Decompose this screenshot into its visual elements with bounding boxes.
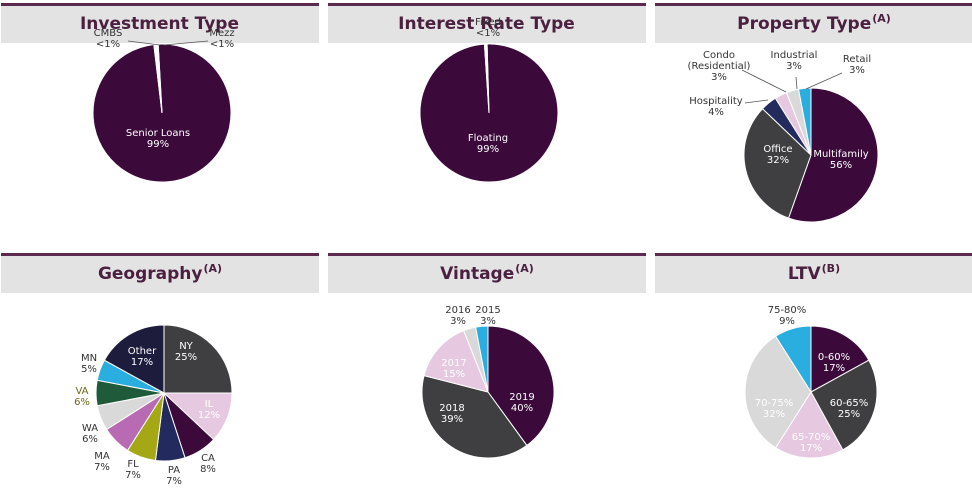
leader-line-condo-residential [741,69,787,93]
slice-label-il: IL 12% [198,399,220,421]
slice-label-60-65: 60-65% 25% [830,398,869,420]
pie-slice-other [103,324,165,394]
leader-line-hospitality [744,99,769,104]
pie-chart-interest-rate-type: Floating 99% Fixed <1% [419,17,559,183]
pie-slice-0-60 [810,325,870,393]
slice-label-2016: 2016 3% [445,305,470,327]
leader-line-industrial [795,76,798,90]
slice-label-ca: CA 8% [200,453,216,475]
slice-label-2019: 2019 40% [509,392,534,414]
pie-chart-vintage: 2019 40% 2018 39% 2017 15% 2016 3%2015 3% [421,305,555,459]
slice-label-condo-residential: Condo (Residential) 3% [688,50,751,83]
chart-title: Investment Type [79,14,240,34]
pie-slice-75-80 [774,325,812,394]
slice-label-2017: 2017 15% [441,358,466,380]
chart-header: Property Type(A) [655,3,972,43]
chart-panel-property-type: Property Type(A) Multifamily 56% Office 32%… [655,3,972,241]
slice-label-industrial: Industrial 3% [771,50,818,72]
slice-label-retail: Retail 3% [843,54,871,76]
slice-label-fixed: Fixed <1% [475,17,501,39]
slice-label-senior-loans: Senior Loans 99% [126,128,190,150]
slice-label-multifamily: Multifamily 56% [813,149,868,171]
pie-chart-investment-type: Senior Loans 99% CMBS <1% Mezz <1% [92,28,235,183]
chart-title: Vintage [440,264,515,284]
chart-title-superscript: (A) [515,262,534,275]
slice-label-ny: NY 25% [175,341,197,363]
slice-label-va: VA 6% [74,386,90,408]
slice-label-office: Office 32% [763,144,792,166]
pie-chart-property-type: Multifamily 56% Office 32% Hospitality 4% Cond… [688,50,879,223]
pie-chart-geography: NY 25% IL 12% CA 8% PA 7% FL 7% MA 7% WA 6% VA 6% MN 5% Ot… [74,324,233,487]
pie-slice-65-70 [774,391,844,459]
leader-line-cmbs [127,40,161,46]
leader-line-mezz [163,40,209,46]
chart-panel-vintage: Vintage(A) 2019 40% 2018 39% 2017 15% 2016 3% 20… [328,253,646,491]
slice-label-mn: MN 5% [81,353,97,375]
chart-title: Interest Rate Type [398,14,575,34]
slice-label-70-75: 70-75% 32% [755,398,794,420]
chart-title: Geography [97,264,203,284]
slice-label-other: Other 17% [128,346,157,368]
pie-chart-ltv: 0-60% 17% 60-65% 25% 65-70% 17% 70-75% 32% 75-80… [744,305,878,459]
chart-title-superscript: (B) [821,262,841,275]
pie-slice-70-75 [744,335,812,449]
pie-slice-ny [163,324,233,394]
slice-label-65-70: 65-70% 17% [792,432,831,454]
slice-label-0-60: 0-60% 17% [818,352,850,374]
pie-slice-2017 [423,329,489,393]
pie-slice-2019 [487,325,555,447]
chart-title-superscript: (A) [203,262,223,275]
slice-label-cmbs: CMBS <1% [94,28,123,50]
pie-slice-2015 [475,325,489,393]
chart-header: Geography(A) [1,253,319,293]
leader-line-retail [805,72,843,90]
pie-slice-fixed [483,43,490,114]
chart-header: Vintage(A) [328,253,646,293]
slice-label-fl: FL 7% [125,459,141,481]
slice-label-ma: MA 7% [94,451,110,473]
chart-title: LTV [787,264,821,284]
pie-slice-2018 [421,374,528,459]
chart-panel-geography: Geography(A) NY 25% IL 12% CA 8% PA 7% FL 7% MA 7% W… [1,253,319,491]
slice-label-pa: PA 7% [166,465,182,487]
chart-title-superscript: (A) [872,12,891,25]
pie-slice-60-65 [810,359,878,451]
pie-slice-office [743,108,812,219]
slice-label-wa: WA 6% [82,423,98,445]
pie-slice-retail [797,87,812,156]
chart-header: Interest Rate Type [328,3,646,43]
chart-header: Investment Type [1,3,319,43]
chart-header: LTV(B) [655,253,972,293]
slice-label-2015: 2015 3% [475,305,500,327]
chart-panel-interest-rate-type: Interest Rate Type Floating 99% Fixed <1% [328,3,646,241]
chart-panel-investment-type: Investment Type Senior Loans 99% CMBS <1% Me… [1,3,319,241]
slice-label-2018: 2018 39% [439,403,464,425]
slice-label-mezz: Mezz <1% [209,28,234,50]
chart-panel-ltv: LTV(B) 0-60% 17% 60-65% 25% 65-70% 17% 70-75% 3… [655,253,972,491]
chart-title: Property Type [737,14,872,34]
pie-slice-multifamily [787,87,879,223]
slice-label-75-80: 75-80% 9% [768,305,807,327]
slice-label-hospitality: Hospitality 4% [689,96,743,118]
slice-label-floating: Floating 99% [468,133,508,155]
